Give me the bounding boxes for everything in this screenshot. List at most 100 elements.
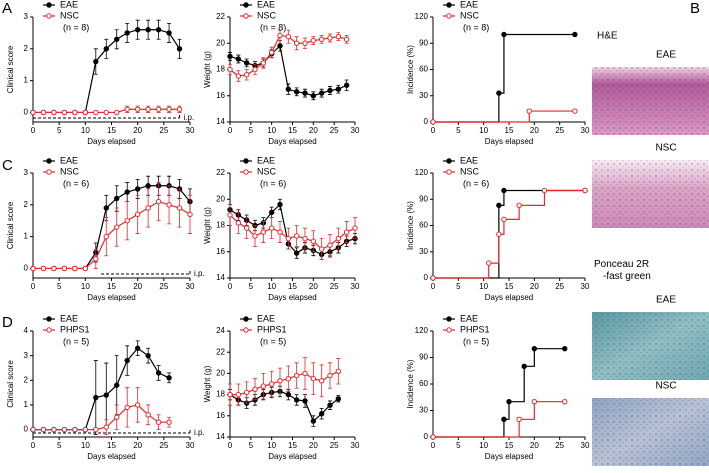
x-tick-label: 0: [31, 441, 36, 450]
marker: [93, 426, 99, 433]
marker: [293, 89, 300, 95]
x-tick-label: 25: [555, 282, 564, 291]
x-tick-label: 15: [505, 441, 514, 450]
annotation: i.p.: [184, 113, 195, 122]
marker: [155, 419, 162, 425]
y-tick-label: 120: [415, 12, 429, 21]
marker: [51, 265, 57, 272]
x-tick-label: 10: [267, 282, 276, 291]
x-tick-label: 0: [228, 441, 233, 450]
marker: [235, 220, 242, 226]
marker: [243, 225, 250, 231]
marker: [516, 202, 522, 209]
legend-label: PHPS1: [460, 324, 490, 334]
y-axis-label: Clinical score: [6, 45, 15, 93]
x-tick-label: 5: [57, 282, 62, 291]
marker: [40, 109, 47, 116]
x-tick-label: 10: [81, 282, 90, 291]
x-tick-label: 15: [505, 126, 514, 135]
y-tick-label: 60: [419, 221, 428, 230]
marker: [277, 229, 283, 235]
y-tick-label: 0: [424, 117, 429, 126]
marker: [293, 397, 300, 403]
x-tick-label: 20: [530, 441, 539, 450]
legend-marker: [46, 2, 52, 8]
series-line: [229, 214, 356, 250]
sample-size-note: (n = 6): [63, 178, 89, 188]
marker: [501, 216, 507, 223]
y-tick-label: 60: [419, 379, 428, 388]
y-tick-label: 18: [216, 65, 225, 74]
legend-label: PHPS1: [60, 324, 90, 334]
image-label: NSC: [655, 381, 676, 392]
series-step: [433, 348, 565, 438]
y-tick-label: 22: [216, 168, 225, 177]
chart: 0 30 60 90 120 0 5 10 15 20 25 30 Incidence (%) Days …: [406, 0, 590, 146]
x-tick-label: 5: [57, 441, 62, 450]
x-tick-label: 5: [456, 441, 461, 450]
x-tick-label: 15: [288, 282, 297, 291]
legend-marker: [243, 2, 249, 8]
x-tick-label: 25: [330, 282, 339, 291]
marker: [526, 108, 532, 114]
x-tick-label: 20: [133, 441, 142, 450]
y-tick-label: 1: [24, 400, 29, 409]
y-tick-label: 14: [216, 273, 225, 282]
marker: [268, 381, 275, 387]
legend-marker: [46, 13, 52, 19]
marker: [516, 416, 522, 423]
x-tick-label: 25: [159, 126, 168, 135]
y-tick-label: 1: [24, 232, 29, 241]
marker: [82, 109, 89, 116]
marker: [343, 36, 350, 43]
marker: [82, 426, 89, 433]
marker: [103, 392, 109, 398]
x-tick-label: 0: [31, 282, 36, 291]
x-tick-label: 20: [530, 126, 539, 135]
marker: [268, 209, 275, 216]
x-tick-label: 10: [267, 126, 276, 135]
marker: [145, 106, 151, 112]
x-tick-label: 25: [555, 441, 564, 450]
sample-size-note: (n = 5): [260, 336, 286, 346]
y-tick-label: 0: [24, 264, 29, 273]
series-step: [433, 110, 575, 123]
y-tick-label: 18: [216, 390, 225, 399]
x-axis-label: Days elapsed: [87, 137, 135, 146]
y-tick-label: 22: [216, 12, 225, 21]
x-tick-label: 30: [351, 282, 360, 291]
legend-label: EAE: [257, 313, 275, 323]
marker: [134, 345, 141, 351]
stain-line: -fast green: [603, 271, 651, 282]
legend-marker: [446, 2, 452, 8]
x-tick-label: 20: [133, 126, 142, 135]
y-axis-label: Incidence (%): [406, 359, 415, 408]
marker: [327, 402, 333, 408]
panel-label: A: [2, 0, 12, 17]
y-tick-label: 16: [216, 91, 225, 100]
y-axis-label: Clinical score: [6, 201, 15, 249]
x-tick-label: 25: [330, 441, 339, 450]
marker: [496, 202, 502, 209]
marker: [114, 382, 120, 388]
marker: [227, 391, 233, 398]
x-tick-label: 30: [186, 282, 195, 291]
marker: [430, 119, 436, 125]
marker: [187, 211, 193, 218]
marker: [506, 398, 512, 405]
marker: [293, 40, 300, 46]
marker: [562, 398, 568, 405]
x-tick-label: 15: [288, 441, 297, 450]
marker: [302, 40, 308, 46]
marker: [252, 233, 258, 239]
marker: [310, 37, 317, 44]
y-tick-label: 0: [424, 273, 429, 282]
x-tick-label: 25: [330, 126, 339, 135]
marker: [166, 202, 172, 208]
marker: [243, 72, 250, 78]
marker: [134, 402, 141, 408]
x-tick-label: 20: [530, 282, 539, 291]
y-axis-label: Incidence (%): [406, 45, 415, 94]
y-tick-label: 22: [216, 347, 225, 356]
marker: [352, 225, 358, 231]
